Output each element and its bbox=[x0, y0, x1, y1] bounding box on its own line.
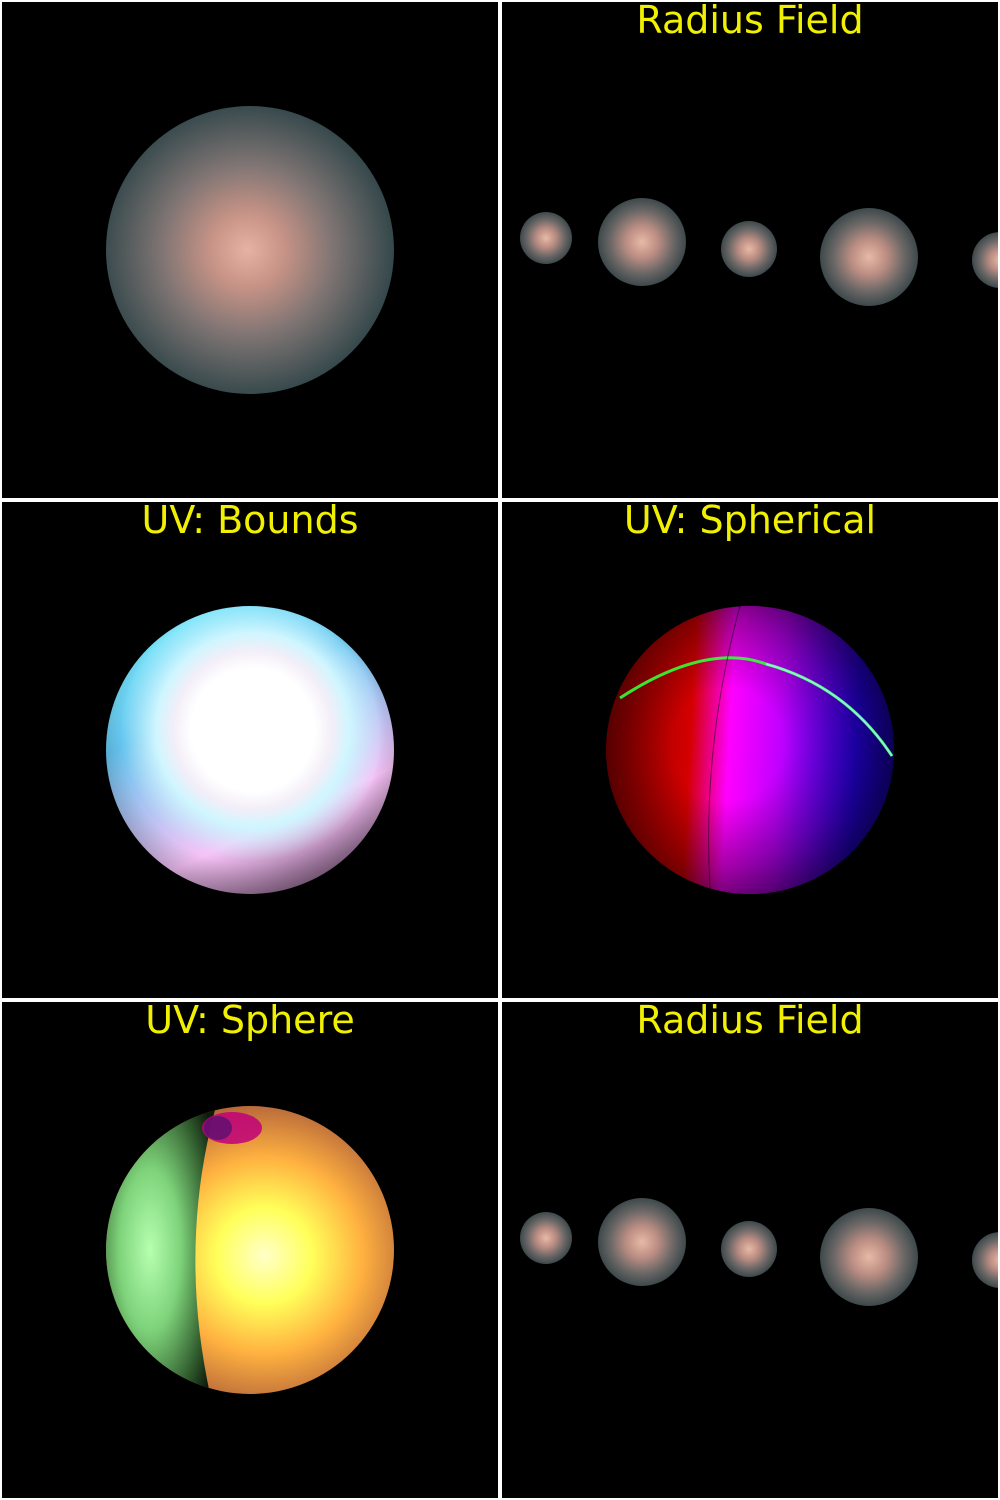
radius-sphere bbox=[598, 1198, 686, 1286]
viewport-panel-uv-sphere: UV: Sphere bbox=[2, 1002, 498, 1498]
viewport-panel-plain bbox=[2, 2, 498, 498]
uv-overlay bbox=[106, 1106, 262, 1394]
uv-pole-marker-dark bbox=[204, 1116, 232, 1140]
viewport-panel-uv-spherical: UV: Spherical bbox=[502, 502, 998, 998]
viewport-panel-uv-bounds: UV: Bounds bbox=[2, 502, 498, 998]
panel-title: UV: Bounds bbox=[141, 502, 359, 542]
radius-sphere bbox=[972, 1232, 998, 1288]
sphere-shading-overlay bbox=[606, 606, 894, 894]
uv-seam-meridian bbox=[708, 606, 741, 889]
uv-seam-overlay bbox=[619, 606, 894, 889]
radius-sphere bbox=[721, 221, 777, 277]
panel-title: UV: Sphere bbox=[145, 1002, 355, 1042]
uv-seam-line bbox=[619, 656, 894, 757]
panel-title: Radius Field bbox=[636, 1002, 864, 1042]
radius-sphere bbox=[820, 208, 918, 306]
viewport-panel-radius-field: Radius Field bbox=[502, 2, 998, 498]
sphere-render bbox=[106, 106, 394, 394]
radius-sphere bbox=[598, 198, 686, 286]
radius-sphere bbox=[721, 1221, 777, 1277]
panel-title: Radius Field bbox=[636, 2, 864, 42]
viewport-panel-radius-field: Radius Field bbox=[502, 1002, 998, 1498]
uv-green-region bbox=[106, 1106, 216, 1394]
radius-sphere bbox=[520, 212, 572, 264]
sphere-shading-overlay bbox=[106, 606, 394, 894]
radius-sphere bbox=[820, 1208, 918, 1306]
uv-seam-highlight bbox=[765, 663, 893, 757]
radius-sphere bbox=[972, 232, 998, 288]
radius-sphere bbox=[520, 1212, 572, 1264]
panel-title: UV: Spherical bbox=[623, 502, 877, 542]
